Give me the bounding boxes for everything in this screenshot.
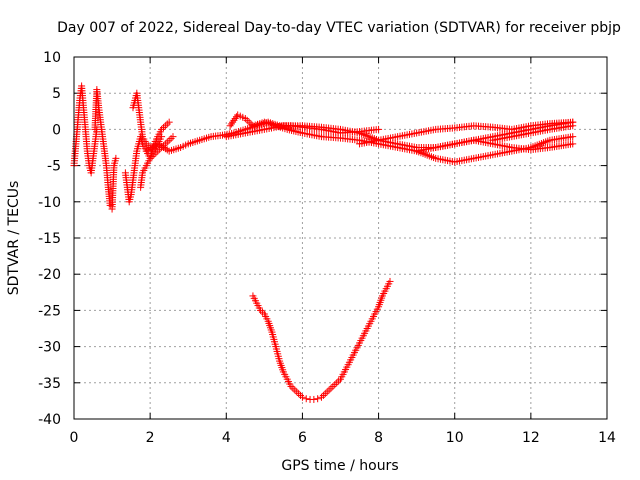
data-point [163, 120, 171, 128]
data-point [169, 133, 177, 141]
y-tick-label: 5 [52, 86, 61, 102]
data-point [243, 116, 251, 124]
x-tick-label: 14 [598, 430, 616, 446]
data-point [331, 381, 339, 389]
y-tick-label: -40 [38, 412, 61, 428]
data-point [298, 393, 306, 401]
x-tick-label: 6 [298, 430, 307, 446]
data-point [148, 153, 156, 161]
data-point [319, 391, 327, 399]
chart-title: Day 007 of 2022, Sidereal Day-to-day VTE… [57, 20, 621, 36]
data-point [159, 124, 167, 132]
grid-layer [74, 57, 607, 419]
data-point [258, 308, 266, 316]
y-tick-label: -30 [38, 340, 61, 356]
ticks-layer: 0 2 4 6 8 10 12 14 -40 -35 -30 -25 -20 -15 -10 -5 0 5 10 [38, 50, 616, 446]
data-point [158, 133, 166, 141]
x-tick-label: 12 [522, 430, 540, 446]
data-point [314, 395, 322, 403]
data-point [165, 118, 173, 126]
y-tick-label: 0 [52, 122, 61, 138]
y-axis-label: SDTVAR / TECUs [6, 181, 22, 296]
data-point [321, 390, 329, 398]
y-tick-label: -15 [38, 231, 61, 247]
y-tick-label: -10 [38, 195, 61, 211]
data-point [317, 393, 325, 401]
data-point [230, 116, 238, 124]
x-tick-label: 0 [70, 430, 79, 446]
data-point [161, 122, 169, 130]
data-point [569, 122, 577, 130]
x-tick-label: 10 [446, 430, 464, 446]
x-tick-label: 2 [146, 430, 155, 446]
data-point [291, 386, 299, 394]
y-tick-label: -5 [47, 159, 61, 175]
data-point [375, 125, 383, 133]
data-point [327, 384, 335, 392]
data-point [323, 388, 331, 396]
data-point [569, 133, 577, 141]
data-point [152, 149, 160, 157]
y-tick-label: 10 [43, 50, 61, 66]
data-point [163, 138, 171, 146]
data-point [226, 122, 234, 130]
data-point [167, 134, 175, 142]
data-point [297, 391, 305, 399]
data-point [227, 120, 235, 128]
data-point [335, 377, 343, 385]
y-tick-label: -20 [38, 267, 61, 283]
data-point [231, 115, 239, 123]
data-point [289, 384, 297, 392]
x-tick-label: 4 [222, 430, 231, 446]
data-point [165, 136, 173, 144]
data-point [229, 118, 237, 126]
x-tick-label: 8 [374, 430, 383, 446]
data-point [245, 118, 253, 126]
data-point [333, 379, 341, 387]
y-tick-label: -25 [38, 303, 61, 319]
data-point [293, 388, 301, 396]
y-tick-label: -35 [38, 376, 61, 392]
data-point [329, 382, 337, 390]
data-point [569, 140, 577, 148]
data-point [325, 386, 333, 394]
x-axis-label: GPS time / hours [281, 458, 398, 474]
data-marks [70, 82, 577, 403]
data-point [310, 395, 318, 403]
data-point [295, 390, 303, 398]
data-point [232, 113, 240, 121]
plot-frame [73, 56, 608, 420]
data-point [302, 395, 310, 403]
data-point [112, 154, 120, 162]
data-point [386, 277, 394, 285]
